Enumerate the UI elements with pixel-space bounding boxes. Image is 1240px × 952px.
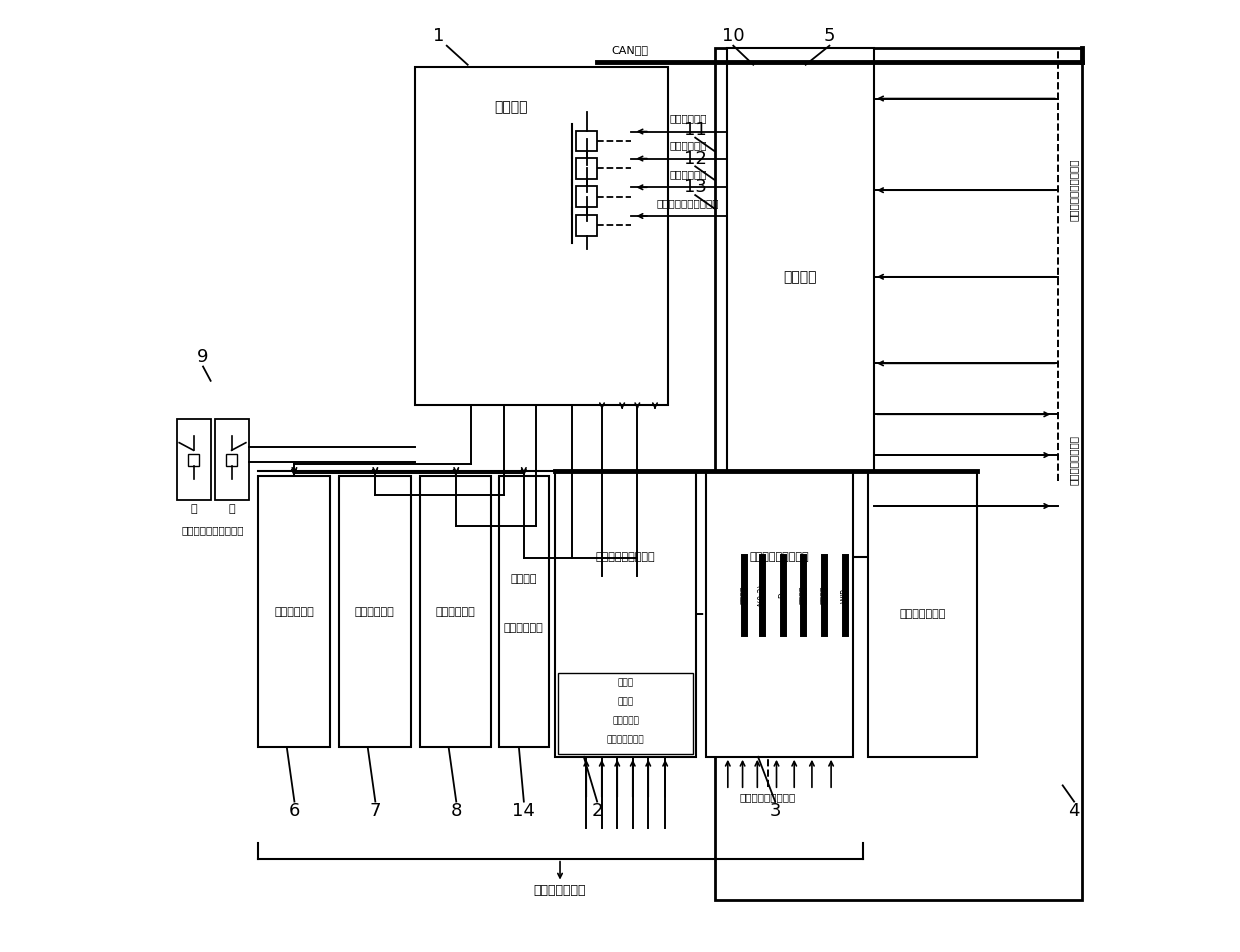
Text: CAN总线: CAN总线 xyxy=(611,46,649,55)
Text: D: D xyxy=(779,592,787,598)
Text: 3: 3 xyxy=(770,803,781,820)
Text: 数据总线: 数据总线 xyxy=(799,585,807,605)
Text: 控制总线: 控制总线 xyxy=(820,585,828,605)
Bar xyxy=(577,130,598,151)
Bar xyxy=(415,67,667,405)
Text: 工作小车自动走行信号: 工作小车自动走行信号 xyxy=(657,198,719,208)
Text: 12: 12 xyxy=(683,149,707,168)
Text: 13: 13 xyxy=(683,178,707,196)
Text: 工作小车: 工作小车 xyxy=(511,574,537,585)
Text: 14: 14 xyxy=(512,803,536,820)
Text: 程控系统: 程控系统 xyxy=(784,269,817,284)
Text: 多路模拟信号采集板: 多路模拟信号采集板 xyxy=(750,552,810,562)
Bar xyxy=(216,419,249,500)
Bar xyxy=(226,454,237,466)
Text: 拨道量: 拨道量 xyxy=(618,697,634,706)
Text: 8: 8 xyxy=(450,803,463,820)
Text: 7: 7 xyxy=(370,803,381,820)
Text: 右: 右 xyxy=(228,505,234,514)
Text: 2: 2 xyxy=(591,803,603,820)
Text: 6: 6 xyxy=(289,803,300,820)
Text: 自动拨道信号: 自动拨道信号 xyxy=(670,140,707,150)
Text: 4: 4 xyxy=(1069,803,1080,820)
Bar xyxy=(558,673,693,754)
Text: 监控主机: 监控主机 xyxy=(495,100,528,114)
Text: 11: 11 xyxy=(683,121,707,139)
Text: 拨道压力传感器: 拨道压力传感器 xyxy=(606,735,645,744)
Bar xyxy=(420,476,491,747)
Bar xyxy=(340,476,410,747)
Bar xyxy=(727,48,874,557)
Text: 1: 1 xyxy=(434,28,445,45)
Text: 作业控制输出信号: 作业控制输出信号 xyxy=(1069,435,1079,486)
Text: 自动起道信号: 自动起道信号 xyxy=(670,113,707,123)
Bar xyxy=(498,476,548,747)
Text: 起道量: 起道量 xyxy=(618,678,634,687)
Bar xyxy=(577,187,598,208)
Text: 护平传感器: 护平传感器 xyxy=(613,716,639,725)
Bar xyxy=(258,476,330,747)
Text: 搁固下插信号: 搁固下插信号 xyxy=(670,169,707,179)
Text: 部件逻辑状态输入信号: 部件逻辑状态输入信号 xyxy=(1069,159,1079,222)
Bar xyxy=(577,158,598,179)
Text: A(0:2): A(0:2) xyxy=(758,584,766,606)
Text: 5: 5 xyxy=(823,28,836,45)
Text: 工作小车横移限位开关: 工作小车横移限位开关 xyxy=(182,526,244,535)
Text: 10: 10 xyxy=(722,28,744,45)
Bar xyxy=(715,48,1081,900)
Bar xyxy=(556,471,696,757)
Bar xyxy=(868,471,977,757)
Text: 多路模拟信号采集板: 多路模拟信号采集板 xyxy=(596,552,656,562)
Text: 起道控制电路: 起道控制电路 xyxy=(274,606,314,617)
Text: 工作小车横移传感器: 工作小车横移传感器 xyxy=(739,792,796,802)
Text: 拨道控制电路: 拨道控制电路 xyxy=(355,606,394,617)
Text: 捣固控制电路: 捣固控制电路 xyxy=(436,606,476,617)
Bar xyxy=(577,215,598,236)
Text: 9: 9 xyxy=(197,348,208,366)
Bar xyxy=(177,419,211,500)
Bar xyxy=(187,454,200,466)
Text: 地址总线: 地址总线 xyxy=(740,585,749,605)
Text: 作业模拟量信号: 作业模拟量信号 xyxy=(533,883,587,897)
Text: W/R: W/R xyxy=(841,587,849,603)
Text: 驱动控制电路: 驱动控制电路 xyxy=(503,623,543,633)
Text: 数字信号采集板: 数字信号采集板 xyxy=(899,609,945,619)
Text: 左: 左 xyxy=(190,505,197,514)
Bar xyxy=(706,471,853,757)
